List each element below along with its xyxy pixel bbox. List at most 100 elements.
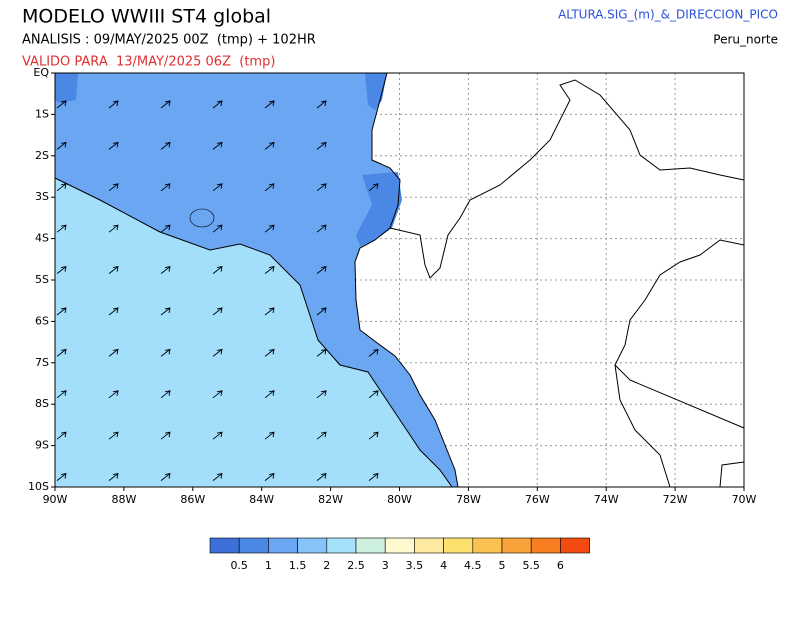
- arrow-head: [164, 266, 171, 272]
- colorbar-box: [501, 537, 532, 554]
- arrow: [316, 100, 327, 109]
- arrow: [368, 431, 379, 440]
- arrow: [316, 142, 327, 150]
- arrow: [56, 349, 67, 357]
- arrow: [108, 100, 119, 109]
- colorbar-label: 3.5: [406, 559, 424, 572]
- x-tick-label: 80W: [387, 493, 412, 506]
- arrow: [316, 224, 327, 233]
- colorbar-label: 4: [440, 559, 447, 572]
- colorbar: 0.5 1 1.5 2 2.5 3 3.5 4 4.5 5 5.5 6: [209, 537, 590, 572]
- arrow: [368, 183, 379, 192]
- arrow-head: [112, 473, 119, 479]
- arrow: [56, 100, 67, 109]
- arrow: [108, 349, 119, 357]
- region-label: Peru_norte: [713, 33, 778, 47]
- arrow: [108, 266, 119, 274]
- arrow: [316, 431, 327, 440]
- y-tick-label: 4S: [35, 232, 49, 245]
- arrow-head: [216, 100, 223, 107]
- colorbar-label: 2: [323, 559, 330, 572]
- arrow-head: [320, 224, 327, 231]
- arrow-head: [268, 100, 275, 107]
- colorbar-label: 6: [557, 559, 564, 572]
- arrow: [264, 349, 275, 357]
- arrow: [212, 266, 223, 274]
- colorbar-box: [238, 537, 269, 554]
- arrow: [264, 266, 275, 274]
- arrow-head: [112, 100, 119, 107]
- arrow: [316, 183, 327, 192]
- arrow: [316, 307, 327, 316]
- arrow: [316, 266, 327, 274]
- arrow-head: [320, 473, 327, 479]
- colorbar-box: [414, 537, 444, 554]
- arrow-head: [112, 307, 119, 314]
- y-tick-label: 1S: [35, 107, 49, 120]
- sea-dark-corner: [55, 73, 78, 103]
- arrow-head: [164, 348, 171, 355]
- colorbar-box: [560, 537, 590, 554]
- arrow: [368, 349, 379, 357]
- colorbar-box: [384, 537, 415, 554]
- arrow: [108, 142, 119, 150]
- sea: [54, 73, 458, 488]
- arrow-head: [320, 390, 327, 396]
- arrow-head: [60, 431, 67, 438]
- coastline: [354, 72, 459, 488]
- x-tick-label: 78W: [456, 493, 481, 506]
- colorbar-box: [530, 537, 561, 554]
- arrow: [56, 142, 67, 150]
- x-tick-label: 82W: [318, 493, 343, 506]
- y-tick-label: 9S: [35, 439, 49, 452]
- sea-dark-north: [365, 73, 387, 110]
- arrow-head: [164, 431, 171, 438]
- arrow-head: [164, 141, 171, 148]
- arrow-head: [372, 473, 379, 479]
- arrow-head: [60, 348, 67, 355]
- arrow-head: [320, 183, 327, 189]
- arrow: [108, 431, 119, 440]
- coast-and-borders: [354, 72, 745, 488]
- x-tick-label: 90W: [43, 493, 68, 506]
- arrow: [160, 183, 171, 192]
- arrow: [264, 224, 275, 233]
- arrow-head: [112, 348, 119, 355]
- arrow: [56, 390, 67, 399]
- arrow: [56, 183, 67, 192]
- arrow-head: [268, 307, 275, 314]
- arrow-head: [112, 141, 119, 148]
- arrow: [56, 431, 67, 440]
- x-tick-label: 74W: [594, 493, 619, 506]
- arrow-head: [60, 100, 67, 107]
- arrow: [368, 390, 379, 399]
- arrow-head: [372, 348, 379, 355]
- arrow: [316, 390, 327, 399]
- arrow: [212, 390, 223, 399]
- arrow-head: [164, 100, 171, 107]
- colorbar-label: 2.5: [347, 559, 365, 572]
- arrow: [264, 390, 275, 399]
- arrow: [56, 473, 67, 481]
- colorbar-label: 5.5: [522, 559, 540, 572]
- colorbar-label: 1.5: [289, 559, 307, 572]
- arrow-head: [372, 390, 379, 396]
- y-tick-label: 6S: [35, 314, 49, 327]
- arrow-head: [372, 183, 379, 189]
- variable-label: ALTURA.SIG_(m)_&_DIRECCION_PICO: [558, 8, 778, 22]
- arrow: [108, 390, 119, 399]
- arrow: [108, 473, 119, 481]
- arrow-head: [164, 224, 171, 231]
- arrow-head: [320, 100, 327, 107]
- colorbar-box: [472, 537, 503, 554]
- arrow: [56, 266, 67, 274]
- arrow-head: [320, 141, 327, 148]
- arrow: [212, 183, 223, 192]
- arrow: [264, 431, 275, 440]
- x-tick-label: 76W: [525, 493, 550, 506]
- arrow-head: [216, 390, 223, 396]
- arrow-head: [60, 307, 67, 314]
- arrow-head: [216, 348, 223, 355]
- arrow-head: [112, 266, 119, 272]
- arrow: [264, 473, 275, 481]
